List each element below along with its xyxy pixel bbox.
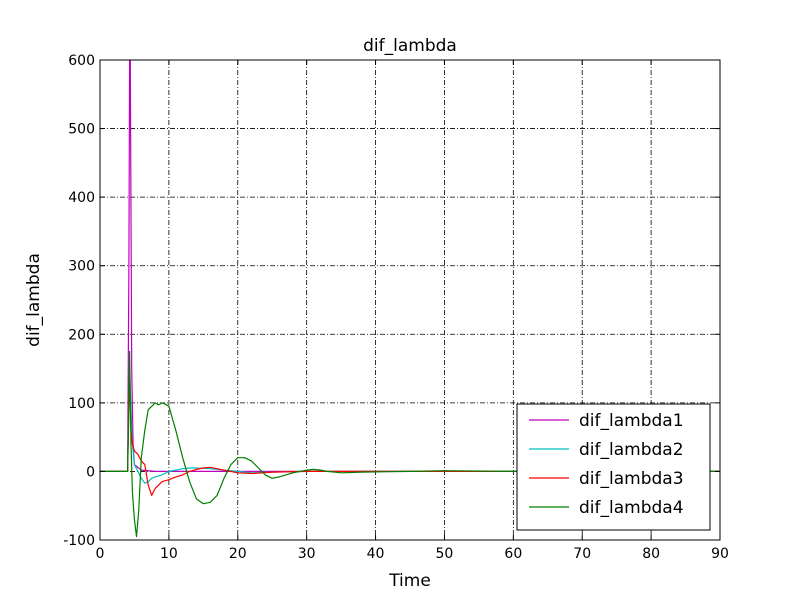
plot-frame <box>99 59 721 541</box>
series-line-dif_lambda3 <box>100 374 720 496</box>
series-line-dif_lambda4 <box>100 350 720 538</box>
y-tick-label: 100 <box>68 396 95 412</box>
y-axis-label: dif_lambda <box>24 253 44 347</box>
legend-label: dif_lambda2 <box>579 440 684 460</box>
legend-label: dif_lambda4 <box>579 498 684 518</box>
legend: dif_lambda1 dif_lambda2 dif_lambda3 dif_lam… <box>516 403 711 531</box>
x-tick-label: 50 <box>436 546 454 562</box>
x-axis-label: Time <box>388 571 431 591</box>
legend-label: dif_lambda3 <box>579 469 684 489</box>
chart-title: dif_lambda <box>363 36 457 56</box>
x-tick-label: 80 <box>642 546 660 562</box>
legend-label: dif_lambda1 <box>579 411 684 431</box>
y-tick-label: 400 <box>68 190 95 206</box>
y-tick-label: 300 <box>68 259 95 275</box>
y-tick-label: 600 <box>68 53 95 69</box>
y-tick-label: 200 <box>68 327 95 343</box>
series-group <box>100 60 720 538</box>
x-tick-label: 30 <box>298 546 316 562</box>
x-tick-label: 0 <box>96 546 105 562</box>
x-tick-label: 70 <box>573 546 591 562</box>
y-tick-label: -100 <box>63 533 95 549</box>
x-tick-label: 40 <box>367 546 385 562</box>
x-tick-label: 20 <box>229 546 247 562</box>
y-tick-label: 500 <box>68 122 95 138</box>
x-tick-label: 60 <box>504 546 522 562</box>
y-tick-label: 0 <box>86 464 95 480</box>
axis-ticks: 0 10 20 30 40 50 60 70 80 90-10001002003004005006… <box>63 53 729 562</box>
x-tick-label: 90 <box>711 546 729 562</box>
x-tick-label: 10 <box>160 546 178 562</box>
legend-box <box>516 403 711 531</box>
